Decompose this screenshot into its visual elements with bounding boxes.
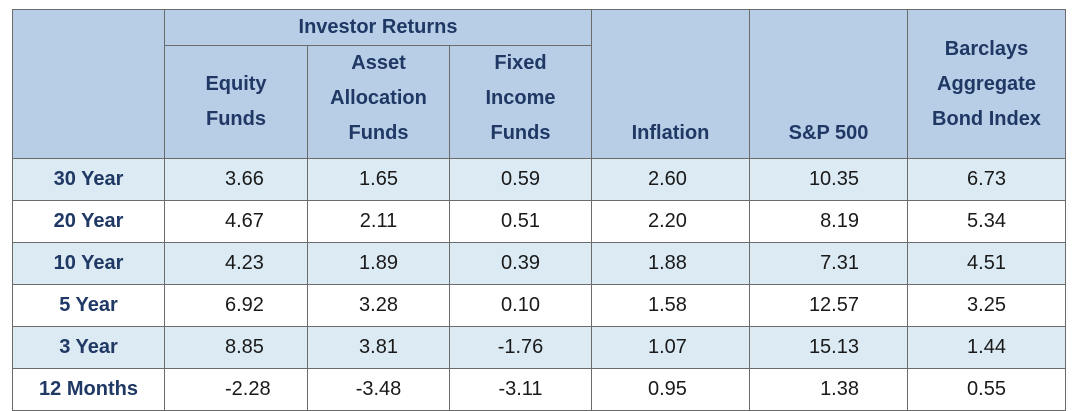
- barclays-header: Barclays Aggregate Bond Index: [907, 9, 1066, 159]
- barclays-value: 5.34: [907, 200, 1066, 243]
- asset-allocation-funds-header-label: Asset Allocation Funds: [330, 52, 427, 144]
- equity-value: 3.66: [164, 158, 308, 201]
- corner-header-cell: [12, 9, 165, 159]
- fixed-income-funds-header: Fixed Income Funds: [449, 45, 592, 159]
- inflation-value: 1.07: [591, 326, 750, 369]
- barclays-value: 4.51: [907, 242, 1066, 285]
- fixed-income-funds-header-label: Fixed Income Funds: [485, 52, 556, 144]
- barclays-value: 3.25: [907, 284, 1066, 327]
- fixed-income-value: 0.59: [449, 158, 592, 201]
- investor-returns-header: Investor Returns: [164, 9, 592, 46]
- fixed-income-value: 0.10: [449, 284, 592, 327]
- equity-value: -2.28: [164, 368, 308, 411]
- equity-funds-header-label: Equity Funds: [205, 73, 267, 130]
- row-label: 12 Months: [12, 368, 165, 411]
- asset-allocation-value: 1.89: [307, 242, 450, 285]
- equity-value: 4.67: [164, 200, 308, 243]
- barclays-value: 1.44: [907, 326, 1066, 369]
- row-label: 30 Year: [12, 158, 165, 201]
- equity-funds-header: Equity Funds: [164, 45, 308, 159]
- table-row: 10 Year 4.23 1.89 0.39 1.88 7.31 4.51: [12, 242, 1066, 285]
- sp500-header: S&P 500: [749, 9, 908, 159]
- sp500-value: 7.31: [749, 242, 908, 285]
- inflation-value: 2.60: [591, 158, 750, 201]
- asset-allocation-value: 3.81: [307, 326, 450, 369]
- inflation-value: 1.58: [591, 284, 750, 327]
- table-row: 12 Months -2.28 -3.48 -3.11 0.95 1.38 0.…: [12, 368, 1066, 411]
- inflation-value: 1.88: [591, 242, 750, 285]
- sp500-value: 1.38: [749, 368, 908, 411]
- asset-allocation-value: 1.65: [307, 158, 450, 201]
- fixed-income-value: -1.76: [449, 326, 592, 369]
- barclays-value: 0.55: [907, 368, 1066, 411]
- row-label: 5 Year: [12, 284, 165, 327]
- equity-value: 4.23: [164, 242, 308, 285]
- asset-allocation-value: 2.11: [307, 200, 450, 243]
- barclays-header-label: Barclays Aggregate Bond Index: [932, 37, 1041, 130]
- fixed-income-value: 0.39: [449, 242, 592, 285]
- row-label: 10 Year: [12, 242, 165, 285]
- sp500-value: 8.19: [749, 200, 908, 243]
- inflation-value: 2.20: [591, 200, 750, 243]
- asset-allocation-value: 3.28: [307, 284, 450, 327]
- sp500-value: 12.57: [749, 284, 908, 327]
- table-row: 30 Year 3.66 1.65 0.59 2.60 10.35 6.73: [12, 158, 1066, 201]
- equity-value: 8.85: [164, 326, 308, 369]
- fixed-income-value: -3.11: [449, 368, 592, 411]
- returns-table-container: Investor Returns Inflation S&P 500 Barcl…: [12, 9, 1066, 411]
- barclays-value: 6.73: [907, 158, 1066, 201]
- asset-allocation-value: -3.48: [307, 368, 450, 411]
- table-row: 20 Year 4.67 2.11 0.51 2.20 8.19 5.34: [12, 200, 1066, 243]
- inflation-value: 0.95: [591, 368, 750, 411]
- sp500-value: 10.35: [749, 158, 908, 201]
- table-row: 3 Year 8.85 3.81 -1.76 1.07 15.13 1.44: [12, 326, 1066, 369]
- returns-table: Investor Returns Inflation S&P 500 Barcl…: [12, 9, 1066, 411]
- table-row: 5 Year 6.92 3.28 0.10 1.58 12.57 3.25: [12, 284, 1066, 327]
- row-label: 20 Year: [12, 200, 165, 243]
- asset-allocation-funds-header: Asset Allocation Funds: [307, 45, 450, 159]
- fixed-income-value: 0.51: [449, 200, 592, 243]
- sp500-value: 15.13: [749, 326, 908, 369]
- equity-value: 6.92: [164, 284, 308, 327]
- row-label: 3 Year: [12, 326, 165, 369]
- inflation-header: Inflation: [591, 9, 750, 159]
